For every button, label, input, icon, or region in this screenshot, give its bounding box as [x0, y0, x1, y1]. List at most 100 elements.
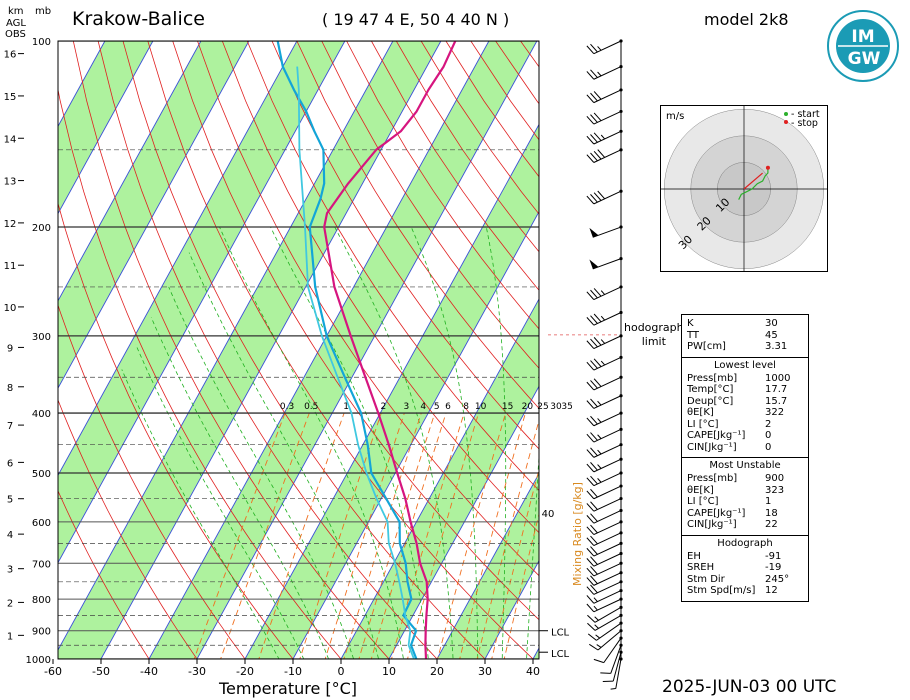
- wind-barb: [586, 130, 622, 145]
- mixing-ratio-40-label: 40: [542, 509, 555, 520]
- lowest-level-row-key: LI [°C]: [687, 418, 719, 430]
- wind-barb: [586, 510, 622, 524]
- wind-barb: [586, 312, 622, 326]
- wind-barb: [586, 590, 622, 604]
- lowest-level-row: CIN[Jkg⁻¹] 0: [682, 442, 808, 454]
- km-tick-label: 1: [7, 631, 13, 642]
- mixing-ratio-line: [343, 412, 422, 659]
- most-unstable-row-value: 22: [765, 519, 778, 530]
- moist-adiabat: [135, 344, 305, 659]
- mixing-ratio-line: [391, 412, 465, 659]
- wind-barb: [586, 89, 622, 104]
- dry-adiabat: [97, 41, 438, 659]
- mixing-ratio-tick-label: 0.5: [304, 402, 318, 412]
- x-tick-label: 10: [382, 665, 396, 678]
- km-tick-label: 12: [4, 219, 17, 230]
- most-unstable-row: θE[K] 323: [682, 485, 808, 497]
- dry-adiabat: [72, 41, 390, 659]
- pressure-tick-label: 300: [32, 332, 51, 343]
- obs-label: OBS: [5, 29, 26, 40]
- wind-barb: [589, 258, 622, 270]
- km-tick-label: 15: [4, 92, 17, 103]
- mixing-ratio-line: [503, 512, 539, 659]
- pressure-tick-label: 500: [32, 469, 51, 480]
- most-unstable-row-value: 18: [765, 507, 778, 519]
- mixing-ratio-tick-label: 2: [380, 402, 386, 412]
- wind-barb: [586, 581, 622, 595]
- isotherm-line: [388, 385, 539, 659]
- lowest-level-row: θE[K] 322: [682, 407, 808, 419]
- wind-barb: [586, 110, 622, 125]
- moist-adiabat: [121, 369, 280, 659]
- most-unstable-row: Press[mb] 900: [682, 473, 808, 485]
- dry-adiabat: [58, 304, 246, 659]
- mixing-ratio-tick-label: 0.3: [280, 402, 294, 412]
- most-unstable-row: CAPE[Jkg⁻¹] 18: [682, 508, 808, 520]
- most-unstable-row: LI [°C] 1: [682, 496, 808, 508]
- station-coordinates: ( 19 47 4 E, 50 4 40 N ): [322, 10, 510, 29]
- pressure-tick-label: 100: [32, 37, 51, 48]
- isotherm-line: [436, 472, 539, 659]
- wind-barb: [610, 658, 622, 690]
- km-tick-label: 8: [7, 383, 13, 394]
- index-row: K 30: [682, 318, 808, 330]
- mixing-ratio-tick-label: 25: [537, 402, 548, 412]
- mixing-ratio-tick-label: 4: [420, 402, 426, 412]
- lowest-level-row-key: Deup[°C]: [687, 395, 734, 407]
- mixing-ratio-line: [299, 412, 382, 659]
- mixing-ratio-line: [220, 412, 310, 659]
- mixing-ratio-tick-label: 6: [445, 402, 451, 412]
- wind-barb: [586, 521, 622, 536]
- km-tick-label: 2: [7, 598, 13, 609]
- imgw-logo: IM GW: [827, 10, 899, 82]
- wind-barb: [586, 572, 622, 586]
- pressure-tick-label: 200: [32, 223, 51, 234]
- x-tick-label: -40: [140, 665, 158, 678]
- wind-barb: [586, 458, 622, 473]
- km-tick-label: 7: [7, 421, 13, 432]
- wind-barb: [586, 532, 622, 546]
- plot-frame: [57, 40, 540, 660]
- dry-adiabat: [58, 489, 150, 659]
- wind-barb: [587, 614, 622, 631]
- mixing-ratio-line: [459, 412, 526, 659]
- wind-barb: [586, 553, 622, 567]
- wind-barb: [586, 598, 622, 613]
- lowest-level-row-value: 0: [765, 430, 772, 441]
- wind-barb: [586, 335, 622, 349]
- wind-barb: [586, 190, 622, 205]
- dry-adiabat: [58, 87, 342, 659]
- hodograph-legend-stop: - stop: [791, 118, 818, 129]
- logo-letters-top: IM: [851, 27, 874, 47]
- x-tick-label: -20: [236, 665, 254, 678]
- hodograph-stat-row: SREH -19: [682, 562, 808, 574]
- x-tick-label: -30: [188, 665, 206, 678]
- lowest-level-row-key: CIN[Jkg⁻¹]: [687, 441, 737, 453]
- isotherm-band: [149, 41, 537, 659]
- isotherm-line: [244, 123, 539, 659]
- lowest-level-row: Press[mb] 1000: [682, 373, 808, 385]
- mixing-ratio-tick-label: 30: [550, 402, 562, 412]
- dry-adiabat: [346, 41, 539, 330]
- mixing-ratio-tick-label: 1: [343, 402, 349, 412]
- mixing-ratio-line: [193, 412, 286, 659]
- km-tick-label: 5: [7, 495, 13, 506]
- mixing-ratio-line: [324, 412, 405, 659]
- lowest-level-title: Lowest level: [714, 359, 776, 371]
- agl-label: AGL: [6, 18, 26, 29]
- wind-barb: [586, 542, 622, 557]
- hodograph-limit-note: hodograph limit: [624, 321, 684, 348]
- km-tick-label: 11: [4, 261, 17, 272]
- dry-adiabat: [221, 41, 539, 534]
- x-tick-label: 30: [478, 665, 492, 678]
- temperature-profile: [323, 41, 457, 659]
- index-row: TT 45: [682, 330, 808, 342]
- x-tick-label: 20: [430, 665, 444, 678]
- wind-barb: [586, 376, 622, 391]
- pressure-tick-label: 400: [32, 409, 51, 420]
- hodograph-stat-row: Stm Spd[m/s] 12: [682, 585, 808, 597]
- isotherm-line: [58, 41, 202, 302]
- lowest-level-row-value: 17.7: [765, 384, 788, 395]
- index-row-key: K: [687, 318, 694, 329]
